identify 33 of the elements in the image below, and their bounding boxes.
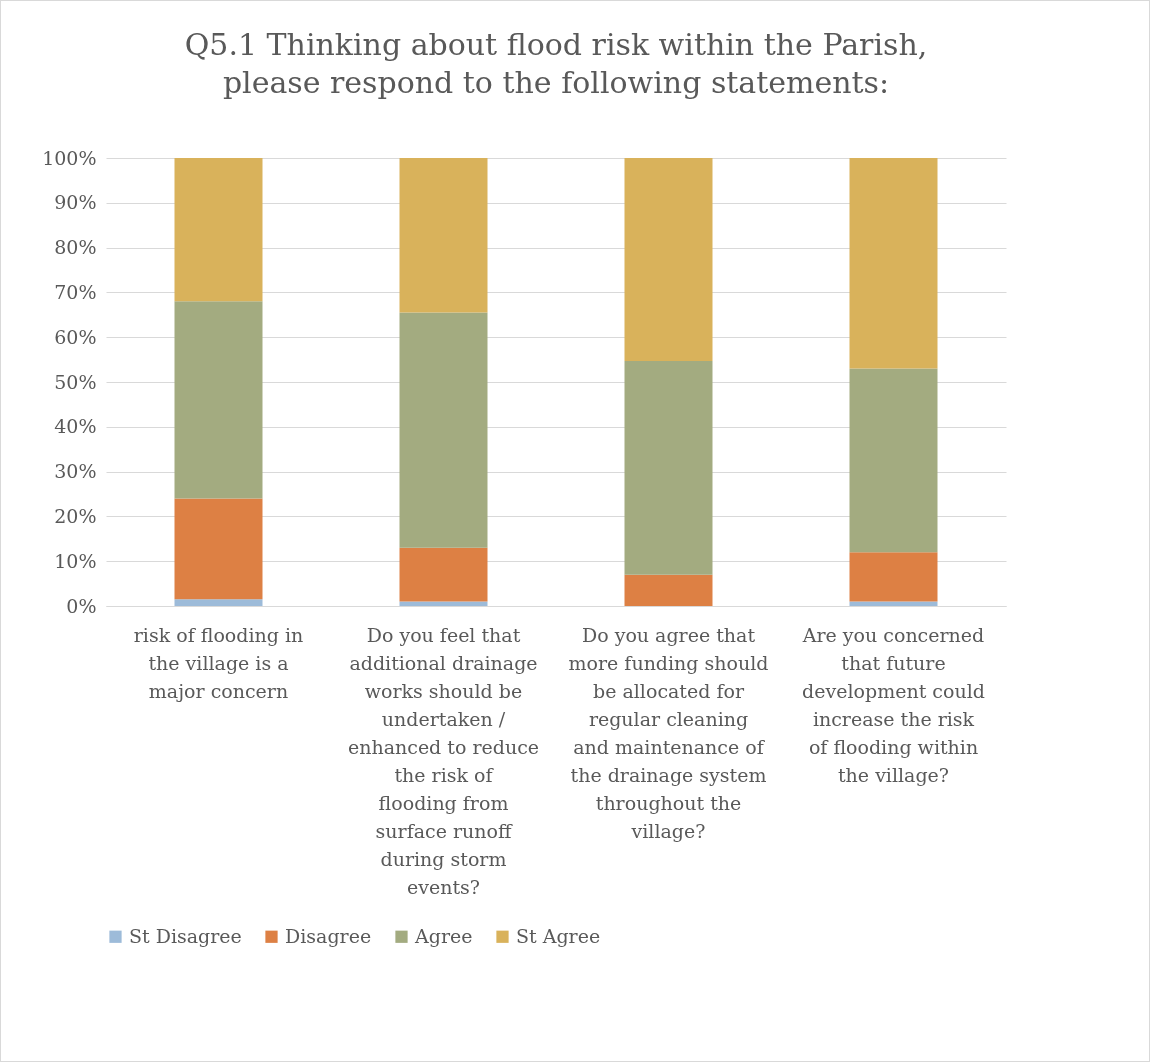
y-tick-label: 80%	[54, 236, 97, 259]
y-tick-label: 90%	[54, 191, 97, 214]
bar	[624, 158, 713, 361]
bar	[849, 552, 938, 602]
y-tick-label: 20%	[54, 504, 97, 527]
legend-label: Disagree	[285, 924, 372, 947]
bar	[849, 158, 938, 369]
bar	[174, 158, 263, 302]
legend-label: St Disagree	[129, 924, 242, 947]
y-tick-label: 100%	[42, 146, 97, 169]
bar	[174, 599, 263, 606]
y-tick-label: 0%	[66, 594, 97, 617]
y-tick-label: 60%	[54, 325, 97, 348]
x-tick-label: Are you concerned that future development could increase the risk of flooding within the village?	[801, 623, 985, 786]
legend-label: Agree	[414, 924, 473, 947]
chart-title: Q5.1 Thinking about flood risk within the Parish, please respond to the following statements:	[184, 27, 928, 100]
bar	[624, 574, 713, 606]
y-tick-label: 50%	[54, 370, 97, 393]
y-tick-label: 10%	[54, 549, 97, 572]
bar	[174, 498, 263, 600]
y-tick-label: 70%	[54, 280, 97, 303]
x-tick-label: Do you agree that more funding should be allocated for regular cleaning and maintenance of the drainage system throughout the village?	[568, 623, 769, 842]
bar	[399, 158, 488, 313]
bar	[399, 547, 488, 602]
bar	[174, 301, 263, 499]
category-label: Do you feel that additional drainage works should be undertaken / enhanced to reduce the risk of flooding from surface runoff during storm events?	[347, 623, 540, 898]
bar	[624, 360, 713, 575]
bar	[849, 368, 938, 553]
x-tick-label: risk of flooding in the village is a major concern	[133, 623, 304, 702]
legend-label: St Agree	[516, 924, 601, 947]
y-tick-label: 40%	[54, 415, 97, 438]
y-tick-label: 30%	[54, 460, 97, 483]
bar	[399, 312, 488, 548]
